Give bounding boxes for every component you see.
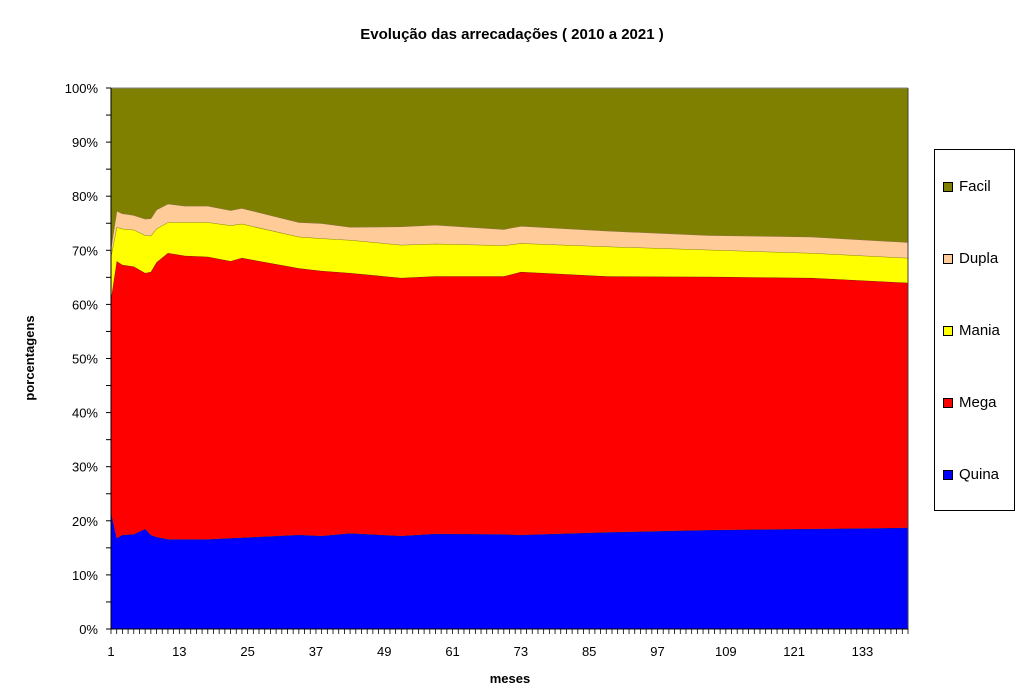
y-tick-label: 10%: [72, 568, 98, 583]
y-tick-label: 50%: [72, 352, 98, 367]
x-tick-label: 13: [172, 644, 186, 659]
x-axis: 1 13 25 37 49 61 73 85 97 109 121 133: [107, 628, 909, 659]
legend-swatch-mega: [943, 397, 953, 408]
y-tick-label: 90%: [72, 135, 98, 150]
y-axis-label: porcentagens: [22, 315, 37, 400]
legend-swatch-quina: [943, 469, 953, 480]
x-tick-label: 61: [445, 644, 459, 659]
legend-label-mega: Mega: [959, 394, 997, 411]
y-tick-label: 20%: [72, 514, 98, 529]
chart-title: Evolução das arrecadações ( 2010 a 2021 …: [360, 26, 664, 43]
legend: Facil Dupla Mania Mega Quina: [934, 149, 1015, 511]
x-tick-label: 1: [107, 644, 114, 659]
y-axis: 0% 10% 20% 30% 40% 50% 60% 70% 80% 90% 100%: [65, 81, 112, 637]
y-tick-label: 30%: [72, 460, 98, 475]
x-axis-label: meses: [490, 671, 530, 686]
stacked-areas: [110, 88, 909, 629]
legend-label-quina: Quina: [959, 466, 1000, 483]
legend-item-quina: Quina: [943, 466, 999, 483]
y-tick-label: 100%: [65, 81, 99, 96]
y-tick-label: 60%: [72, 297, 98, 312]
legend-swatch-dupla: [943, 253, 953, 264]
area-facil: [111, 88, 908, 248]
x-tick-label: 37: [309, 644, 323, 659]
plot-frame: [111, 87, 909, 629]
legend-label-mania: Mania: [959, 322, 1000, 339]
legend-item-facil: Facil: [943, 178, 991, 195]
x-tick-label: 121: [783, 644, 805, 659]
legend-label-dupla: Dupla: [959, 250, 999, 267]
legend-label-facil: Facil: [959, 178, 991, 195]
area-dupla: [111, 203, 908, 258]
area-mega: [111, 253, 908, 540]
y-tick-label: 70%: [72, 243, 98, 258]
legend-item-dupla: Dupla: [943, 250, 998, 267]
legend-item-mania: Mania: [943, 322, 1000, 339]
x-tick-label: 109: [715, 644, 737, 659]
legend-item-mega: Mega: [943, 394, 997, 411]
y-tick-label: 40%: [72, 406, 98, 421]
area-quina: [111, 512, 908, 629]
x-tick-label: 85: [582, 644, 596, 659]
x-tick-label: 25: [240, 644, 254, 659]
x-tick-label: 133: [852, 644, 874, 659]
x-tick-label: 73: [514, 644, 528, 659]
y-tick-label: 80%: [72, 189, 98, 204]
x-tick-label: 49: [377, 644, 391, 659]
legend-swatch-mania: [943, 325, 953, 336]
y-tick-label: 0%: [79, 622, 98, 637]
area-mania: [111, 222, 908, 299]
legend-swatch-facil: [943, 181, 953, 192]
x-tick-label: 97: [650, 644, 664, 659]
